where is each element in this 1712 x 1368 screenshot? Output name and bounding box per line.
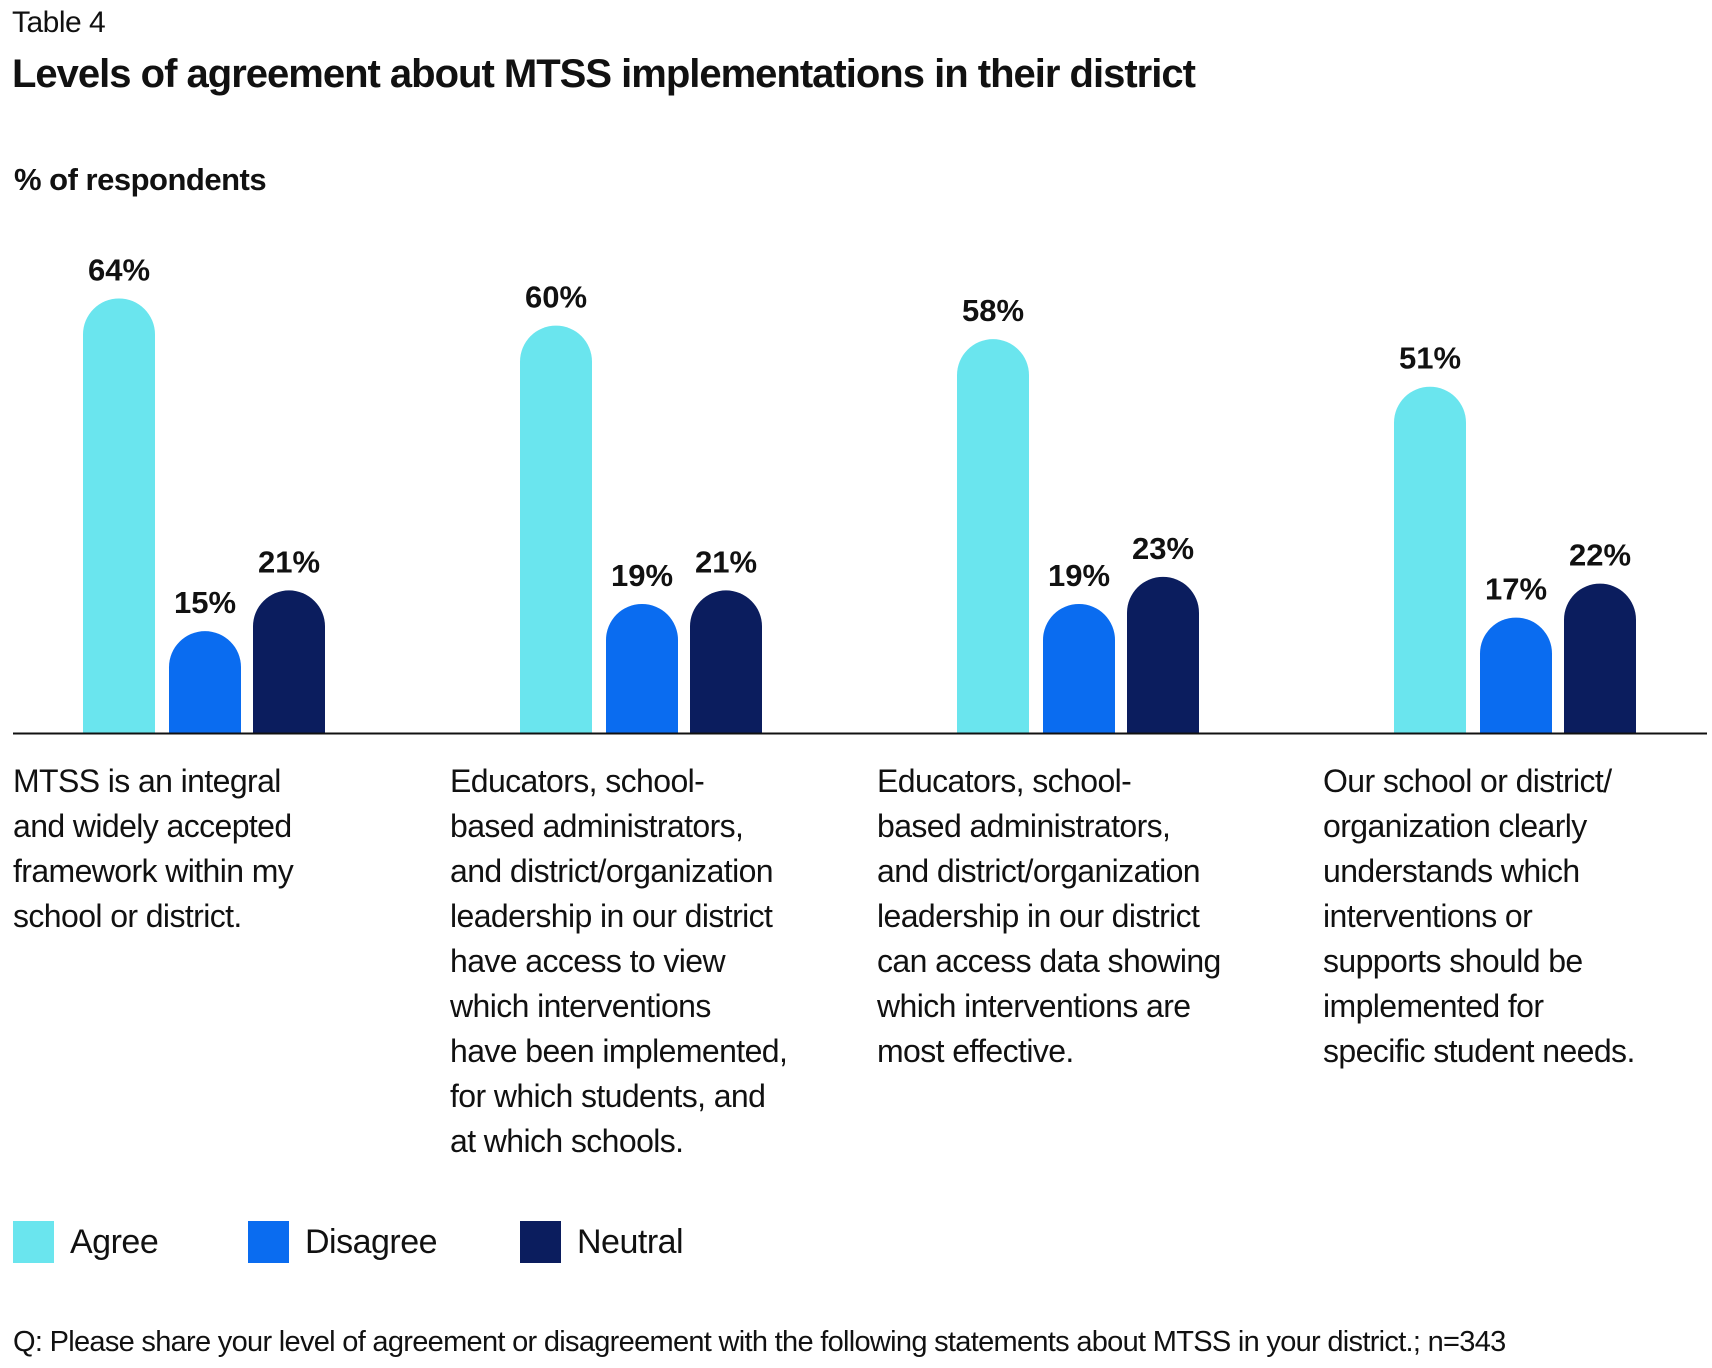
bar-agree-3: [957, 339, 1029, 733]
category-label-line: most effective.: [877, 1033, 1074, 1069]
category-label-line: have access to view: [450, 943, 726, 979]
data-label-neutral-4: 22%: [1569, 538, 1631, 573]
bar-disagree-3: [1043, 603, 1115, 733]
data-label-neutral-1: 21%: [258, 544, 320, 579]
category-label-line: leadership in our district: [877, 898, 1200, 934]
bar-agree-2: [520, 325, 592, 733]
category-label-line: Educators, school-: [877, 763, 1132, 799]
bar-neutral-1: [253, 590, 325, 733]
bar-disagree-2: [606, 603, 678, 733]
chart-title: Levels of agreement about MTSS implement…: [12, 52, 1196, 96]
data-label-agree-2: 60%: [525, 280, 587, 315]
legend-label: Disagree: [305, 1222, 438, 1261]
category-label-line: understands which: [1323, 853, 1580, 889]
category-label-line: which interventions: [450, 988, 711, 1024]
bar-agree-4: [1394, 386, 1466, 733]
category-label-line: interventions or: [1323, 898, 1533, 934]
bar-agree-1: [83, 298, 155, 733]
category-label-4: Our school or district/organization clea…: [1323, 759, 1712, 1074]
category-label-line: MTSS is an integral: [13, 763, 281, 799]
category-label-line: and district/organization: [877, 853, 1201, 889]
category-label-line: specific student needs.: [1323, 1033, 1635, 1069]
category-label-line: based administrators,: [450, 808, 744, 844]
data-label-neutral-3: 23%: [1132, 531, 1194, 566]
data-label-disagree-1: 15%: [174, 585, 236, 620]
category-label-line: at which schools.: [450, 1123, 684, 1159]
category-label-1: MTSS is an integral and widely accepted fr…: [13, 759, 413, 939]
category-label-line: can access data showing: [877, 943, 1221, 979]
legend-label: Neutral: [577, 1222, 684, 1261]
bar-neutral-4: [1564, 583, 1636, 733]
data-label-disagree-4: 17%: [1485, 572, 1547, 607]
legend-swatch-agree: [13, 1221, 54, 1263]
category-label-line: for which students, and: [450, 1078, 766, 1114]
legend-item-disagree: Disagree: [248, 1221, 438, 1263]
category-label-line: Our school or district/: [1323, 763, 1612, 799]
category-label-line: school or district.: [13, 898, 242, 934]
legend-swatch-disagree: [248, 1221, 289, 1263]
table-label: Table 4: [12, 6, 106, 39]
category-label-line: which interventions are: [877, 988, 1191, 1024]
legend-swatch-neutral: [520, 1221, 561, 1263]
category-label-line: have been implemented,: [450, 1033, 788, 1069]
category-label-3: Educators, school-based administrators, a…: [877, 759, 1277, 1074]
data-label-disagree-3: 19%: [1048, 558, 1110, 593]
category-label-2: Educators, school-based administrators, a…: [450, 759, 850, 1164]
category-label-line: framework within my: [13, 853, 294, 889]
category-label-line: leadership in our district: [450, 898, 773, 934]
data-label-agree-4: 51%: [1399, 341, 1461, 376]
legend-item-agree: Agree: [13, 1221, 159, 1263]
category-label-line: based administrators,: [877, 808, 1171, 844]
bar-disagree-4: [1480, 617, 1552, 733]
category-label-line: implemented for: [1323, 988, 1544, 1024]
category-label-line: Educators, school-: [450, 763, 705, 799]
legend-item-neutral: Neutral: [520, 1221, 684, 1263]
data-label-agree-3: 58%: [962, 293, 1024, 328]
legend-label: Agree: [70, 1222, 159, 1261]
data-label-disagree-2: 19%: [611, 558, 673, 593]
data-label-agree-1: 64%: [88, 252, 150, 287]
data-label-neutral-2: 21%: [695, 544, 757, 579]
category-label-line: supports should be: [1323, 943, 1583, 979]
question-footnote: Q: Please share your level of agreement …: [13, 1326, 1506, 1358]
category-label-line: and widely accepted: [13, 808, 292, 844]
bar-neutral-2: [690, 590, 762, 733]
category-label-line: and district/organization: [450, 853, 774, 889]
category-label-line: organization clearly: [1323, 808, 1587, 844]
bar-plot: 64% 60% 58% 51% 15% 19% 19% 17% 21% 21% 23% 22%: [13, 252, 1707, 735]
y-axis-label: % of respondents: [14, 162, 267, 197]
bar-disagree-1: [169, 631, 241, 733]
bar-neutral-3: [1127, 576, 1199, 733]
